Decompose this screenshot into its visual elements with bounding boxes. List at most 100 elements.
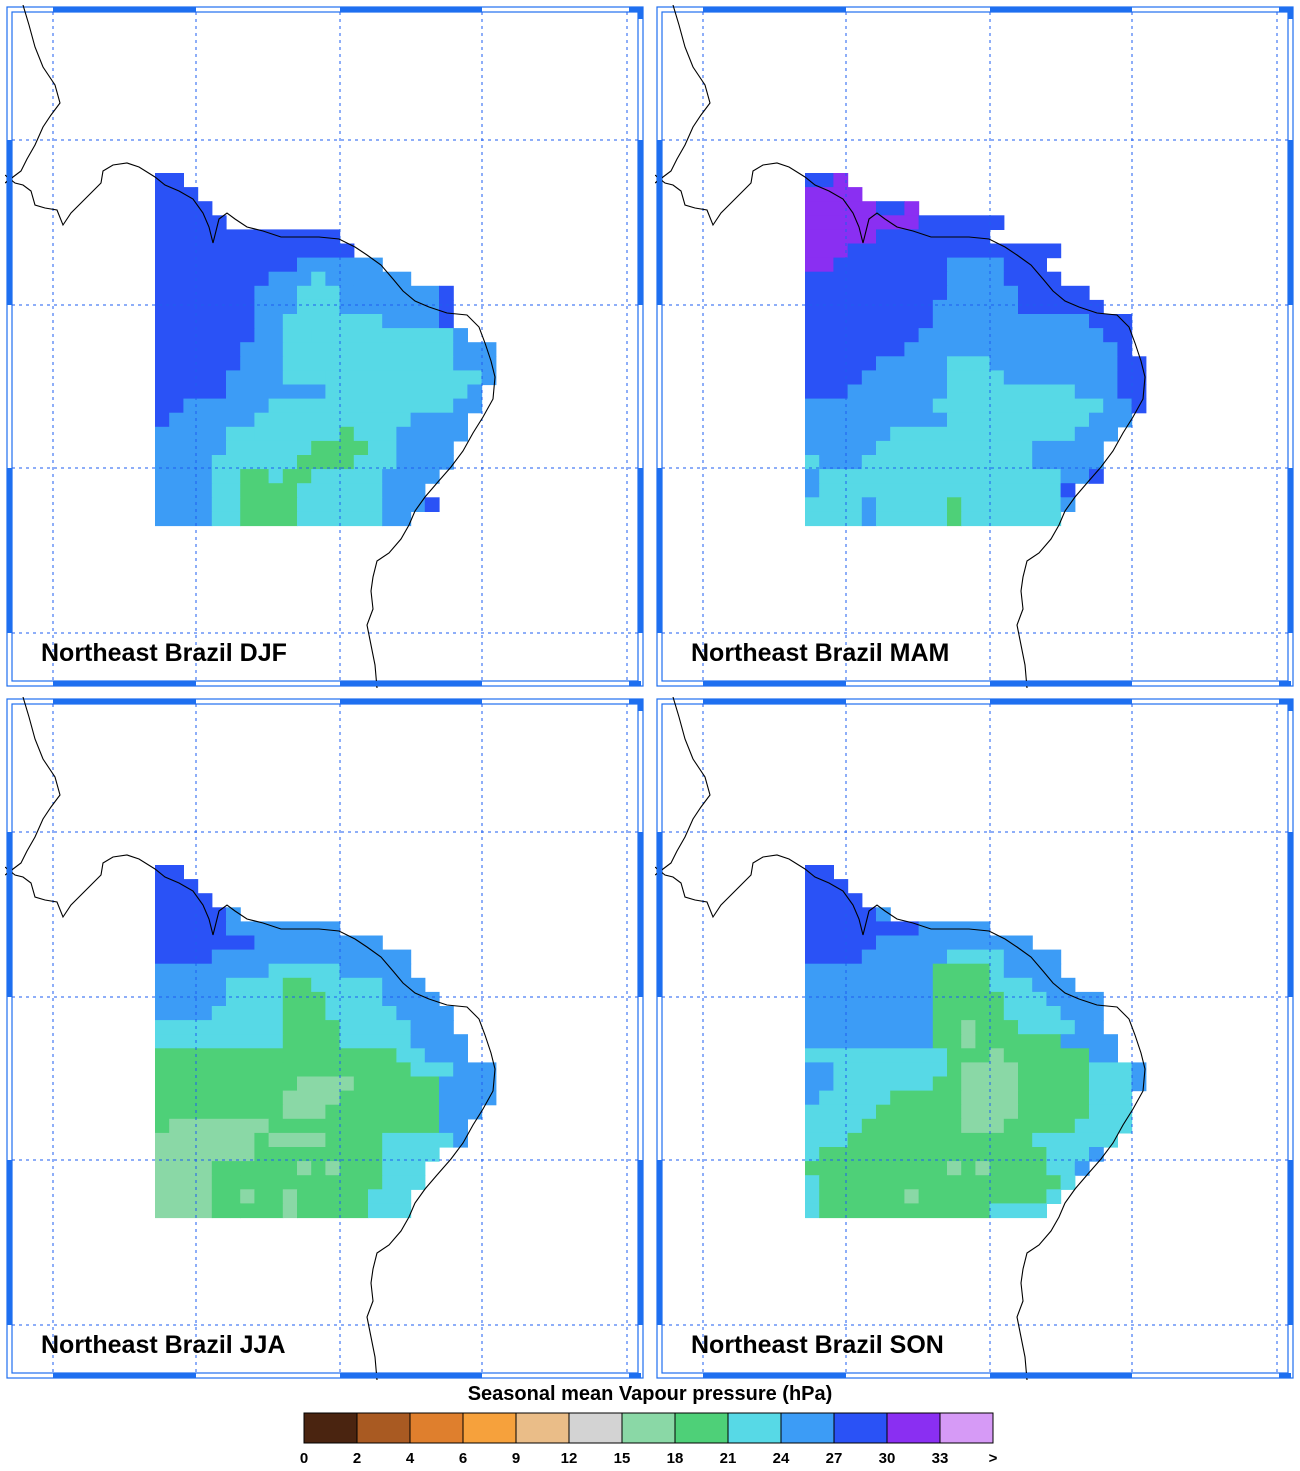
frame-tick-top	[703, 699, 846, 704]
field-cell	[805, 1132, 849, 1148]
field-cell	[1018, 1076, 1090, 1092]
field-cell	[424, 469, 440, 484]
field-cell	[439, 299, 454, 315]
field-cell	[805, 314, 934, 329]
field-cell	[989, 1161, 1047, 1176]
coastline	[655, 5, 1146, 688]
field-cell	[1089, 412, 1133, 428]
field-cell	[282, 977, 312, 993]
field-cell	[861, 949, 948, 965]
field-cell	[240, 1175, 326, 1190]
field-cell	[439, 285, 454, 301]
field-cell	[297, 1189, 369, 1204]
field-cell	[1003, 991, 1047, 1007]
map-canvas	[655, 5, 1294, 688]
field-cell	[325, 1104, 440, 1120]
field-cell	[297, 1203, 369, 1219]
field-cell	[1131, 1062, 1147, 1078]
field-cell	[819, 1161, 948, 1176]
field-cell	[311, 469, 383, 484]
field-cell	[211, 1189, 241, 1204]
field-cell	[297, 1076, 355, 1092]
coastline-east	[655, 854, 1146, 1380]
field-cell	[254, 412, 412, 428]
field-cell	[1074, 1020, 1104, 1035]
field-cell	[339, 949, 412, 965]
field-cell	[932, 977, 991, 993]
field-cell	[819, 1090, 891, 1106]
field-cell	[226, 991, 284, 1007]
field-cell	[861, 497, 877, 512]
colorbar-swatch	[674, 1412, 729, 1444]
colorbar-swatch	[409, 1412, 464, 1444]
frame-ticks	[657, 7, 1293, 686]
field-cell	[155, 384, 227, 400]
field-cell	[932, 398, 1104, 414]
frame-tick-top	[703, 7, 846, 12]
vapour-pressure-field	[805, 865, 1147, 1219]
field-cell	[961, 1020, 976, 1035]
field-cell	[268, 949, 341, 965]
colorbar-tick-label: >	[988, 1450, 998, 1467]
field-cell	[1046, 1147, 1090, 1162]
field-cell	[1089, 1076, 1133, 1092]
field-cell	[382, 314, 440, 329]
field-cell	[339, 1034, 412, 1049]
field-cell	[805, 299, 934, 315]
field-cell	[282, 314, 369, 329]
colorbar-swatch	[462, 1412, 517, 1444]
field-cell	[254, 1132, 270, 1148]
colorbar-swatch	[780, 1412, 835, 1444]
field-cell	[847, 384, 948, 400]
field-cell	[254, 314, 284, 329]
field-cell	[805, 977, 934, 993]
vapour-pressure-field	[805, 173, 1147, 527]
field-cell	[1089, 1147, 1104, 1162]
frame-tick-bottom	[53, 681, 196, 686]
field-cell	[847, 1132, 1033, 1148]
frame-tick-bottom	[990, 1373, 1132, 1378]
field-cell	[382, 1132, 454, 1148]
field-cell	[975, 1161, 991, 1176]
field-cell	[254, 935, 355, 951]
coastline	[655, 697, 1146, 1380]
field-cell	[805, 1076, 834, 1092]
field-cell	[282, 356, 454, 371]
field-cell	[439, 1104, 483, 1120]
field-cell	[1003, 949, 1062, 965]
field-cell	[805, 398, 934, 414]
field-cell	[226, 426, 255, 442]
field-cell	[805, 1118, 863, 1134]
vapour-pressure-field	[155, 173, 497, 527]
frame-tick-top	[1279, 699, 1291, 704]
field-cell	[861, 370, 948, 386]
field-cell	[155, 1104, 284, 1120]
field-cell	[1003, 935, 1033, 951]
field-cell	[282, 342, 454, 357]
field-cell	[311, 1161, 326, 1176]
colorbar-swatch	[356, 1412, 411, 1444]
field-cell	[932, 314, 1090, 329]
field-cell	[1089, 469, 1104, 484]
field-cell	[240, 497, 298, 512]
map-canvas	[5, 697, 644, 1380]
vapour-pressure-field	[155, 865, 497, 1219]
colorbar	[303, 1412, 994, 1444]
field-cell	[876, 1104, 962, 1120]
field-cell	[1003, 370, 1118, 386]
field-cell	[861, 921, 920, 937]
field-cell	[282, 1203, 298, 1219]
field-cell	[833, 257, 948, 273]
frame-tick-left	[7, 468, 12, 633]
field-cell	[989, 356, 1118, 371]
field-cell	[805, 1006, 934, 1021]
field-cell	[876, 440, 1033, 456]
field-cell	[1003, 963, 1062, 979]
field-cell	[297, 1161, 312, 1176]
field-cell	[947, 511, 962, 527]
field-cell	[805, 370, 863, 386]
field-cell	[155, 356, 241, 371]
field-cell	[155, 1076, 298, 1092]
field-cell	[876, 511, 948, 527]
frame-tick-top	[629, 699, 641, 704]
